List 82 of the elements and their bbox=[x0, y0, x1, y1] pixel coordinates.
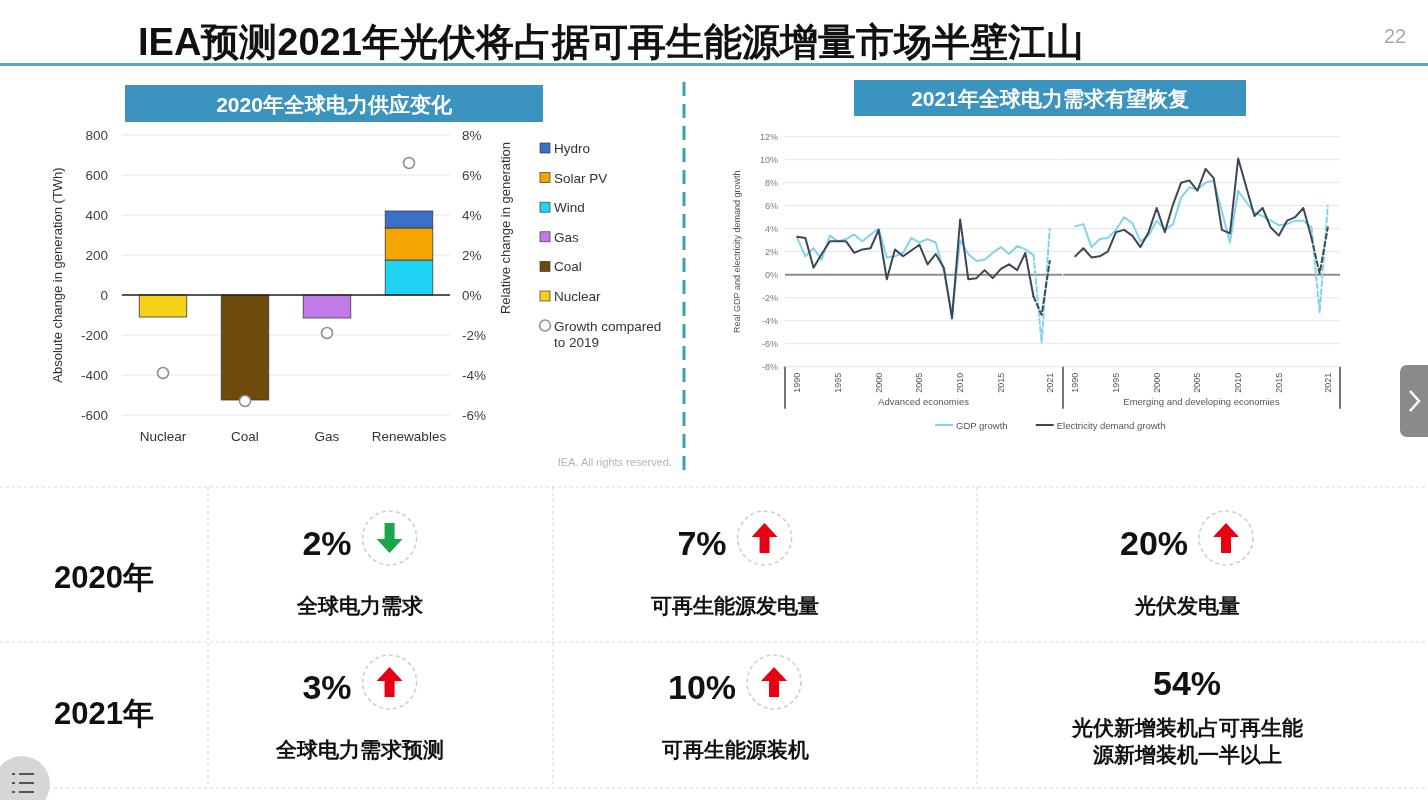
text: 光伏新增装机占可再生能源新增装机一半以上 bbox=[1070, 716, 1303, 766]
text: 2% bbox=[302, 524, 352, 562]
text: 可再生能源装机 bbox=[660, 738, 809, 761]
text: 全球电力需求 bbox=[296, 594, 424, 617]
text: 54% bbox=[1152, 664, 1222, 702]
y2-tick-label: 8% bbox=[462, 128, 482, 143]
legend-label: Wind bbox=[554, 200, 585, 216]
y-tick-label: 0% bbox=[764, 269, 778, 280]
y-tick-label: 6% bbox=[764, 200, 778, 211]
x-tick-label: Coal bbox=[231, 429, 259, 444]
point bbox=[156, 366, 170, 380]
category-label: 2021年 bbox=[54, 696, 154, 731]
point bbox=[238, 394, 252, 408]
legend-label: Solar PV bbox=[554, 170, 608, 186]
y2-axis-title: Relative change in generation bbox=[498, 141, 513, 315]
y-tick-label: -6% bbox=[761, 338, 778, 349]
y-tick-label: -2% bbox=[761, 292, 778, 303]
y2-tick-label: -4% bbox=[462, 368, 487, 383]
legend-label: Hydro bbox=[554, 141, 591, 156]
y2-tick-label: 0% bbox=[462, 288, 482, 303]
y-tick-label: -8% bbox=[761, 361, 778, 372]
x-tick-label: 2000 bbox=[1151, 372, 1162, 393]
text: 3% bbox=[302, 668, 352, 706]
y-axis-title: Absolute change in generation (TWh) bbox=[50, 167, 65, 383]
legend-label: Growth compared to 2019 bbox=[554, 318, 662, 350]
legend-label: GDP growth bbox=[956, 419, 1008, 431]
y2-tick-label: 6% bbox=[462, 168, 482, 183]
text: 光伏发电量 bbox=[1133, 594, 1240, 617]
y-tick-label: -4% bbox=[761, 315, 778, 326]
x-tick-label: 2015 bbox=[1273, 372, 1284, 393]
x-axis-title: Emerging and developing economies bbox=[1123, 395, 1280, 407]
y2-tick-label: -6% bbox=[462, 408, 487, 423]
x-tick-label: 2010 bbox=[955, 372, 966, 393]
y-tick-label: 2% bbox=[764, 246, 778, 257]
x-tick-label: 1995 bbox=[832, 372, 843, 393]
x-tick-label: Nuclear bbox=[139, 429, 187, 444]
y-tick-label: -600 bbox=[80, 408, 108, 423]
x-tick-label: 2010 bbox=[1233, 372, 1244, 393]
y-tick-label: -200 bbox=[80, 328, 108, 343]
y-tick-label: 10% bbox=[759, 154, 778, 165]
x-tick-label: 2000 bbox=[873, 372, 884, 393]
legend-label: Nuclear bbox=[554, 289, 602, 304]
x-tick-label: 2021 bbox=[1044, 372, 1055, 393]
y-tick-label: -400 bbox=[80, 368, 108, 383]
y2-tick-label: 2% bbox=[462, 248, 482, 263]
text: IEA. All rights reserved. bbox=[557, 456, 672, 468]
y-tick-label: 4% bbox=[764, 223, 778, 234]
x-tick-label: 2015 bbox=[995, 372, 1006, 393]
category-label: 2020年 bbox=[54, 560, 154, 595]
y-tick-label: 800 bbox=[85, 128, 108, 143]
x-tick-label: 2005 bbox=[914, 372, 925, 393]
x-tick-label: 2005 bbox=[1192, 372, 1203, 393]
x-tick-label: 1990 bbox=[1070, 372, 1081, 393]
text: 22 bbox=[1383, 25, 1407, 47]
y-tick-label: 600 bbox=[85, 168, 108, 183]
text: IEA预测2021年光伏将占据可再生能源增量市场半壁江山 bbox=[138, 21, 1084, 63]
chart-title: 2020年全球电力供应变化 bbox=[216, 93, 453, 116]
text: 7% bbox=[677, 524, 727, 562]
x-tick-label: 2021 bbox=[1322, 372, 1333, 393]
text: 全球电力需求预测 bbox=[275, 738, 444, 761]
legend-label: Coal bbox=[554, 259, 582, 275]
chart-title: 2021年全球电力需求有望恢复 bbox=[911, 87, 1189, 110]
y-tick-label: 0 bbox=[100, 288, 108, 303]
legend-label: Gas bbox=[554, 229, 580, 245]
y2-tick-label: 4% bbox=[462, 208, 482, 223]
text: 可再生能源发电量 bbox=[650, 594, 819, 617]
text: 20% bbox=[1119, 524, 1189, 562]
point bbox=[320, 326, 334, 340]
text: 10% bbox=[667, 668, 737, 706]
x-tick-label: Gas bbox=[314, 429, 340, 444]
legend-label: Electricity demand growth bbox=[1056, 419, 1166, 431]
x-tick-label: 1995 bbox=[1110, 372, 1121, 393]
point bbox=[402, 156, 416, 170]
x-tick-label: Renewables bbox=[371, 429, 447, 444]
x-axis-title: Advanced economies bbox=[878, 395, 970, 407]
y-tick-label: 12% bbox=[759, 131, 778, 142]
y2-tick-label: -2% bbox=[462, 328, 487, 343]
x-tick-label: 1990 bbox=[792, 372, 803, 393]
y-tick-label: 200 bbox=[85, 248, 108, 263]
y-tick-label: 8% bbox=[764, 177, 778, 188]
y-axis-title: Real GDP and electricity demand growth bbox=[732, 170, 742, 333]
y-tick-label: 400 bbox=[85, 208, 108, 223]
